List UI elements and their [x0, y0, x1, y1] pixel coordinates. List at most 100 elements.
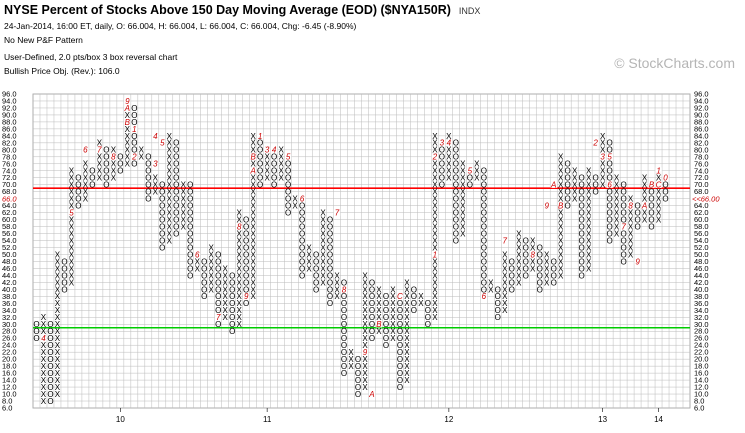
y-tick-label-right: 84.0: [694, 131, 709, 140]
month-marker: 9: [635, 257, 640, 266]
o-box: O: [341, 292, 347, 301]
o-box: O: [75, 174, 81, 183]
x-box: X: [362, 327, 368, 336]
month-marker-bg: [68, 209, 75, 216]
month-marker-bg: [96, 146, 103, 154]
x-box: X: [544, 278, 550, 287]
x-box: X: [181, 181, 187, 190]
o-box: O: [481, 222, 487, 231]
o-box: O: [509, 271, 515, 280]
x-box: X: [223, 299, 229, 308]
o-box: O: [620, 257, 626, 266]
o-box: O: [620, 250, 626, 259]
month-marker-bg: [152, 132, 159, 140]
month-marker-bg: [124, 118, 131, 126]
y-tick-label-left: 8.0: [2, 397, 12, 406]
o-box: O: [61, 257, 67, 266]
o-box: O: [579, 264, 585, 273]
watermark: © StockCharts.com: [614, 55, 735, 71]
o-box: O: [606, 195, 612, 204]
o-box: O: [145, 174, 151, 183]
y-tick-label-right: 50.0: [694, 250, 709, 259]
x-box: X: [460, 229, 466, 238]
month-marker-bg: [620, 223, 627, 230]
o-box: O: [606, 160, 612, 169]
o-box: O: [355, 376, 361, 385]
x-box: X: [418, 299, 424, 308]
o-box: O: [327, 278, 333, 287]
y-tick-label-right: 52.0: [694, 243, 709, 252]
o-box: O: [439, 146, 445, 155]
o-box: O: [131, 118, 137, 127]
month-marker: 1: [258, 132, 262, 141]
o-box: O: [341, 355, 347, 364]
month-marker-bg: [40, 335, 47, 342]
month-marker-bg: [655, 181, 662, 188]
month-marker-bg: [131, 125, 138, 133]
x-box: X: [460, 222, 466, 231]
month-marker: 2: [432, 153, 438, 162]
month-marker-bg: [152, 160, 159, 167]
y-tick-label-left: 10.0: [2, 390, 17, 399]
month-marker: 5: [286, 153, 291, 162]
x-box: X: [97, 167, 103, 176]
y-tick-label-right: 46.0: [694, 264, 709, 273]
x-box: X: [544, 264, 550, 273]
x-box: X: [167, 132, 173, 141]
x-box: X: [446, 132, 452, 141]
o-box: O: [215, 299, 221, 308]
x-box: X: [69, 188, 75, 197]
month-marker: 8: [531, 250, 536, 259]
y-tick-label-left: 92.0: [2, 103, 17, 112]
o-box: O: [341, 348, 347, 357]
o-box: O: [285, 188, 291, 197]
x-box: X: [250, 243, 256, 252]
o-box: O: [201, 278, 207, 287]
x-box: X: [55, 327, 61, 336]
o-box: O: [173, 181, 179, 190]
x-box: X: [586, 215, 592, 224]
o-box: O: [75, 181, 81, 190]
o-box: O: [61, 271, 67, 280]
x-box: X: [432, 181, 438, 190]
o-box: O: [509, 264, 515, 273]
month-marker-bg: [557, 202, 564, 209]
x-box: X: [362, 320, 368, 329]
x-box: X: [516, 278, 522, 287]
o-box: O: [579, 250, 585, 259]
x-box: X: [432, 292, 438, 301]
o-box: O: [425, 299, 431, 308]
x-box: X: [125, 146, 131, 155]
x-box: X: [390, 306, 396, 315]
o-box: O: [579, 271, 585, 280]
x-box: X: [516, 250, 522, 259]
o-box: O: [523, 264, 529, 273]
x-box: X: [628, 195, 634, 204]
o-box: O: [285, 167, 291, 176]
x-box: X: [69, 174, 75, 183]
o-box: O: [47, 369, 53, 378]
x-box: X: [83, 167, 89, 176]
o-box: O: [606, 236, 612, 245]
o-box: O: [620, 236, 626, 245]
y-tick-label-left: 82.0: [2, 138, 17, 147]
y-tick-label-right: 72.0: [694, 173, 709, 182]
x-box: X: [642, 209, 648, 218]
month-marker: 3: [440, 139, 445, 148]
x-box: X: [55, 313, 61, 322]
x-box: X: [614, 229, 620, 238]
price-labels: 66.0 <<66.00: [0, 194, 729, 203]
o-box: O: [299, 229, 305, 238]
o-box: O: [145, 195, 151, 204]
o-box: O: [159, 195, 165, 204]
o-box: O: [481, 209, 487, 218]
x-box: X: [278, 160, 284, 169]
o-box: O: [397, 383, 403, 392]
x-box: X: [55, 292, 61, 301]
o-box: O: [47, 390, 53, 399]
o-box: O: [299, 250, 305, 259]
x-box: X: [362, 278, 368, 287]
o-box: O: [299, 264, 305, 273]
o-box: O: [453, 160, 459, 169]
x-box: X: [404, 327, 410, 336]
